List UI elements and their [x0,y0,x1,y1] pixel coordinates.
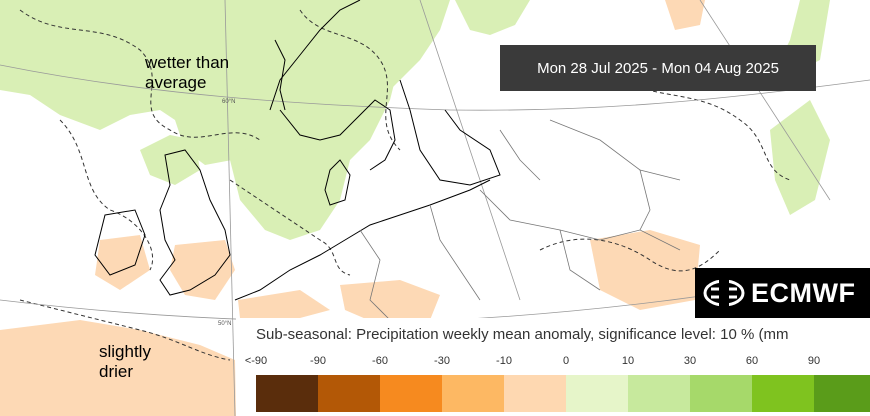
legend-tick: -60 [372,355,388,367]
legend-tick: 10 [621,355,635,367]
label-lat-60: 60°N [222,99,235,105]
ecmwf-logo: ECMWF [695,268,870,318]
annotation-wetter: wetter than average [145,53,255,93]
latitude-60-line [0,64,870,111]
ecmwf-logo-icon [703,279,745,307]
meridian-2 [419,0,521,301]
meridian-1 [224,0,236,416]
legend-swatch [380,375,442,412]
legend-swatch [690,375,752,412]
wet-area-finland [455,0,530,35]
legend-tick: 60 [745,355,759,367]
legend-tick: -90 [310,355,326,367]
dry-anomaly-areas [0,0,705,416]
date-range-label: Mon 28 Jul 2025 - Mon 04 Aug 2025 [500,45,816,91]
dry-area-balkans [590,230,700,310]
coastlines [94,0,501,301]
dry-area-france-north [238,290,330,318]
legend-swatch [566,375,628,412]
legend-swatch [814,375,870,412]
dry-area-biscay [0,320,236,416]
meridian-3 [699,0,831,201]
significance-contours [19,9,791,361]
annotation-drier-text: slightly drier [99,342,151,381]
legend-tick: -30 [434,355,450,367]
legend-swatch [318,375,380,412]
label-lat-50: 50°N [218,321,231,327]
annotation-drier: slightly drier [99,342,174,382]
coast-continent [234,179,491,301]
wet-area-scandinavia [230,60,400,240]
country-borders [359,119,681,321]
coast-norway-west [274,39,286,111]
wet-area-scotland [140,135,200,185]
dry-area-central-europe [340,280,440,325]
dry-area-england [170,240,235,300]
wet-area-north-atlantic [0,0,450,175]
legend-tick: -10 [496,355,512,367]
dry-area-northeast [665,0,705,30]
legend-swatch [442,375,504,412]
legend-swatch [256,375,318,412]
legend-tick: 90 [807,355,821,367]
wet-anomaly-areas [0,0,830,240]
coast-great-britain [159,149,231,296]
wet-area-russia-south [770,100,830,215]
legend-swatch [628,375,690,412]
legend-swatch [752,375,814,412]
coast-ireland [94,209,146,276]
legend-swatch [504,375,566,412]
color-legend: Sub-seasonal: Precipitation weekly mean … [236,318,870,416]
coast-baltic [399,79,501,186]
legend-title: Sub-seasonal: Precipitation weekly mean … [256,326,789,343]
dry-area-ireland [95,235,150,290]
annotation-wetter-text: wetter than average [145,53,230,92]
coast-scandinavia [269,0,396,171]
legend-tick: <-90 [244,355,268,367]
legend-tick: 0 [562,355,570,367]
ecmwf-logo-text: ECMWF [751,277,856,308]
legend-tick: 30 [683,355,697,367]
coast-denmark [324,159,351,206]
